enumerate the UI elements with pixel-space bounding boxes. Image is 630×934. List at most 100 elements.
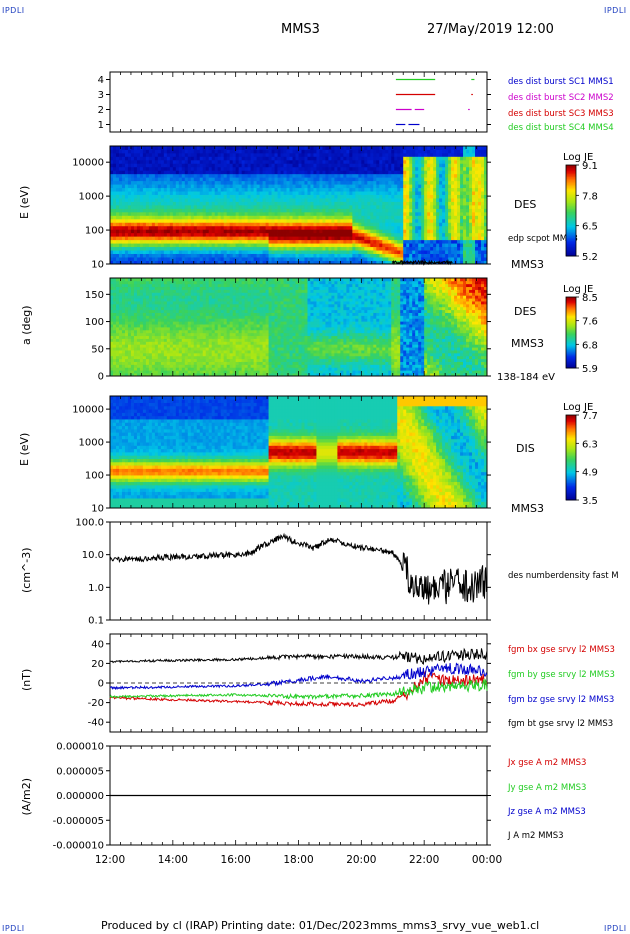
burst-panel-ytick-label: 3: [98, 90, 104, 101]
des-pitch-heatmap-cell: [127, 364, 132, 368]
des-energy-heatmap-cell: [181, 159, 186, 164]
des-energy-heatmap-cell: [430, 225, 434, 230]
des-energy-heatmap-cell: [232, 184, 237, 189]
des-energy-heatmap-cell: [463, 250, 467, 254]
des-energy-heatmap-cell: [136, 191, 141, 195]
des-energy-heatmap-cell: [379, 222, 383, 227]
des-energy-heatmap-cell: [385, 205, 389, 209]
des-energy-heatmap-cell: [244, 236, 249, 241]
des-energy-heatmap-cell: [334, 253, 338, 258]
des-energy-heatmap-cell: [115, 159, 120, 164]
des-energy-heatmap-cell: [118, 184, 123, 189]
des-energy-heatmap-cell: [385, 211, 389, 216]
des-energy-heatmap-cell: [484, 257, 488, 261]
des-energy-heatmap-cell: [466, 260, 470, 265]
des-pitch-heatmap-cell: [136, 327, 141, 331]
des-energy-heatmap-cell: [451, 211, 455, 216]
des-energy-heatmap-cell: [460, 222, 464, 227]
des-energy-heatmap-cell: [460, 205, 464, 209]
des-pitch-heatmap-cell: [127, 312, 132, 316]
des-energy-heatmap-cell: [454, 215, 458, 220]
des-energy-heatmap-cell: [424, 218, 428, 223]
des-energy-heatmap-cell: [259, 218, 263, 223]
des-energy-heatmap-cell: [349, 159, 353, 164]
des-energy-heatmap-cell: [307, 215, 311, 220]
des-energy-heatmap-cell: [442, 156, 446, 161]
des-energy-heatmap-cell: [199, 257, 204, 261]
des-energy-heatmap-cell: [448, 246, 452, 251]
des-energy-heatmap-cell: [379, 215, 383, 220]
des-energy-heatmap-cell: [373, 191, 377, 195]
des-energy-heatmap-cell: [274, 257, 278, 261]
des-energy-heatmap-cell: [355, 156, 359, 161]
des-energy-heatmap-cell: [256, 257, 260, 261]
des-energy-heatmap-cell: [481, 253, 485, 258]
des-energy-heatmap-cell: [478, 146, 482, 150]
des-energy-heatmap-cell: [271, 152, 275, 157]
des-energy-heatmap-cell: [412, 232, 416, 237]
des-energy-heatmap-cell: [214, 201, 219, 206]
des-energy-heatmap-cell: [478, 191, 482, 195]
des-energy-heatmap-cell: [394, 257, 398, 261]
des-pitch-heatmap-cell: [136, 373, 141, 377]
des-energy-heatmap-cell: [205, 152, 210, 157]
des-energy-heatmap-cell: [316, 184, 320, 189]
des-energy-heatmap-cell: [226, 191, 231, 195]
des-energy-heatmap-cell: [157, 243, 162, 248]
des-energy-heatmap-cell: [280, 253, 284, 258]
des-energy-heatmap-cell: [403, 166, 407, 171]
des-energy-heatmap-cell: [400, 194, 404, 199]
des-energy-heatmap-cell: [211, 236, 216, 241]
des-energy-heatmap-cell: [223, 180, 228, 185]
des-energy-heatmap-cell: [382, 201, 386, 206]
des-energy-heatmap-cell: [175, 257, 180, 261]
des-energy-heatmap-cell: [295, 253, 299, 258]
des-energy-heatmap-cell: [163, 232, 168, 237]
des-energy-heatmap-cell: [274, 208, 278, 213]
des-energy-heatmap-cell: [463, 253, 467, 258]
des-energy-heatmap-cell: [442, 180, 446, 185]
des-energy-heatmap-cell: [202, 187, 207, 192]
des-energy-heatmap-cell: [370, 191, 374, 195]
des-energy-heatmap-cell: [367, 156, 371, 161]
des-energy-heatmap-cell: [142, 208, 147, 213]
des-energy-heatmap-cell: [115, 201, 120, 206]
des-energy-heatmap-cell: [421, 218, 425, 223]
des-energy-heatmap-cell: [157, 191, 162, 195]
des-energy-heatmap-cell: [205, 194, 210, 199]
des-pitch-heatmap-cell: [139, 350, 144, 354]
des-energy-heatmap-cell: [418, 166, 422, 171]
des-energy-heatmap-cell: [313, 184, 317, 189]
des-energy-heatmap-cell: [481, 163, 485, 168]
des-energy-heatmap-cell: [199, 146, 204, 150]
des-energy-heatmap-cell: [334, 170, 338, 175]
des-energy-heatmap-cell: [163, 191, 168, 195]
des-energy-heatmap-cell: [349, 156, 353, 161]
des-pitch-heatmap-cell: [121, 278, 126, 282]
des-energy-heatmap-cell: [208, 163, 213, 168]
des-energy-heatmap-cell: [205, 166, 210, 171]
des-energy-heatmap-cell: [250, 257, 255, 261]
des-energy-heatmap-cell: [397, 218, 401, 223]
des-energy-heatmap-cell: [205, 215, 210, 220]
des-energy-heatmap-cell: [337, 146, 341, 150]
des-pitch-heatmap-cell: [136, 318, 141, 322]
des-energy-heatmap-cell: [436, 146, 440, 150]
des-energy-heatmap-cell: [199, 159, 204, 164]
des-energy-heatmap-cell: [172, 243, 177, 248]
des-energy-heatmap-cell: [130, 232, 135, 237]
des-energy-heatmap-cell: [469, 208, 473, 213]
des-energy-heatmap-cell: [328, 156, 332, 161]
des-energy-heatmap-cell: [268, 177, 272, 182]
des-energy-heatmap-cell: [400, 257, 404, 261]
des-energy-heatmap-cell: [148, 211, 153, 216]
des-energy-colorbar-segment: [566, 237, 576, 240]
des-energy-heatmap-cell: [355, 236, 359, 241]
des-energy-heatmap-cell: [292, 173, 296, 178]
des-energy-heatmap-cell: [364, 215, 368, 220]
des-energy-heatmap-cell: [334, 211, 338, 216]
des-energy-heatmap-cell: [454, 173, 458, 178]
des-pitch-heatmap-cell: [136, 329, 141, 334]
des-energy-heatmap-cell: [328, 173, 332, 178]
des-energy-heatmap-cell: [247, 198, 252, 202]
